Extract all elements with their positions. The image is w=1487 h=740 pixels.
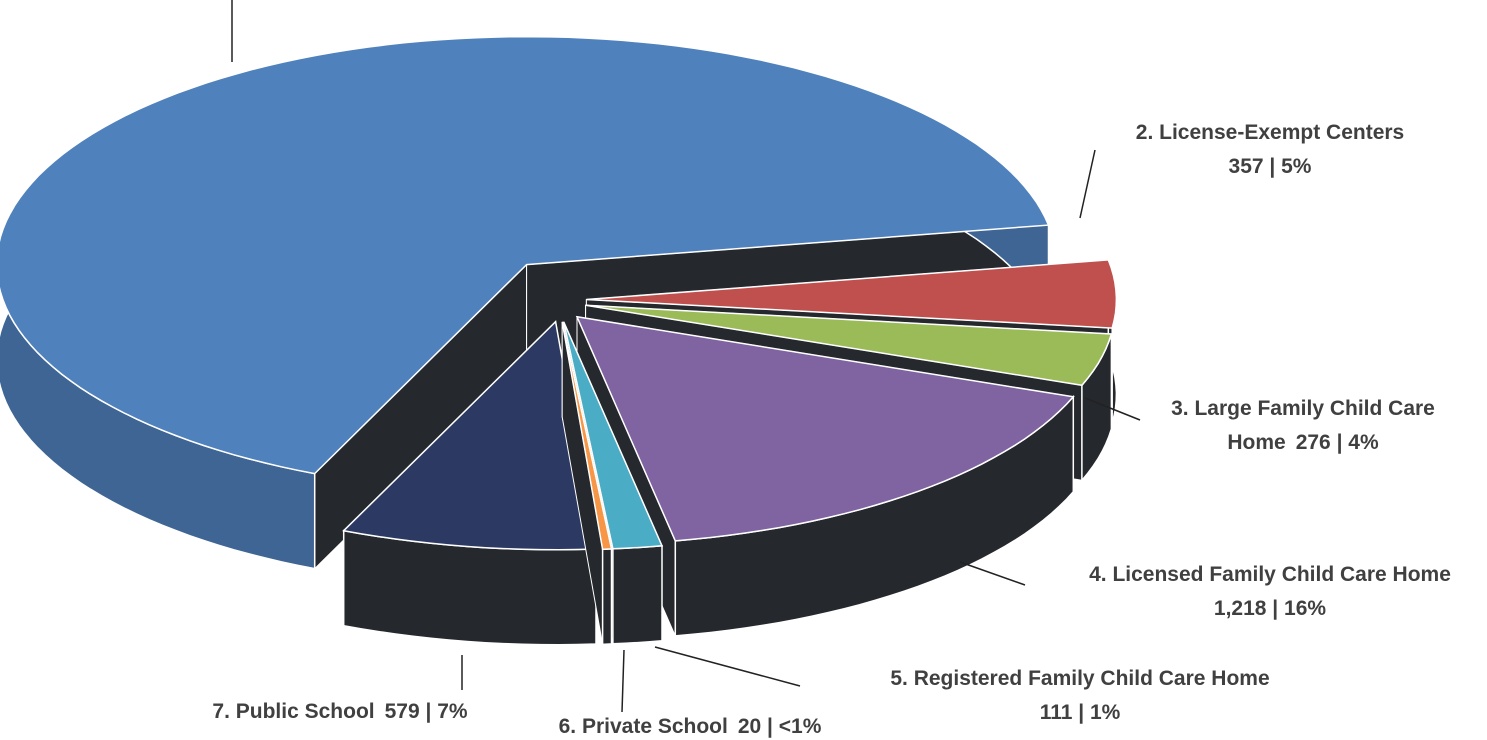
slice-label: 2. License-Exempt Centers 357 | 5% — [1120, 116, 1420, 184]
slice-top — [562, 321, 664, 550]
slice-top — [0, 35, 1050, 475]
slice-wall — [601, 548, 613, 646]
value-label: 276 | 4% — [1295, 431, 1379, 454]
value-label: 20 | <1% — [737, 715, 822, 738]
slice-top — [561, 321, 613, 551]
leader-line — [1079, 149, 1096, 219]
slice-label: 4. Licensed Family Child Care Home 1,218 … — [1080, 558, 1460, 626]
leader-line — [654, 646, 801, 687]
leader-line — [1084, 397, 1141, 421]
category-label: 7. Public School — [212, 700, 375, 723]
slice — [561, 321, 613, 646]
slice-wall — [612, 544, 663, 645]
slice-label: 3. Large Family Child Care Home 276 | 4% — [1158, 392, 1448, 460]
leader-line — [621, 649, 625, 713]
value-label: 1,218 | 16% — [1213, 597, 1327, 620]
slice-top — [586, 259, 1118, 329]
leader-line — [959, 561, 1026, 586]
slice-label: 5. Registered Family Child Care Home 111 … — [860, 662, 1300, 730]
category-label: 3. Large Family Child Care Home — [1171, 397, 1435, 454]
slice-label: 6. Private School 20 | <1% — [490, 710, 890, 740]
slice-label: 7. Public School 579 | 7% — [150, 695, 530, 729]
category-label: 6. Private School — [558, 715, 728, 738]
slice — [342, 320, 597, 646]
slice — [575, 315, 1075, 637]
slice-top — [585, 304, 1113, 387]
slice-top — [342, 320, 597, 551]
category-label: 5. Registered Family Child Care Home — [890, 667, 1270, 690]
slice-top — [575, 315, 1075, 542]
category-label: 4. Licensed Family Child Care Home — [1089, 563, 1451, 586]
value-label: 357 | 5% — [1228, 155, 1312, 178]
value-label: 579 | 7% — [384, 700, 468, 723]
value-label: 111 | 1% — [1039, 701, 1121, 724]
category-label: 2. License-Exempt Centers — [1135, 121, 1405, 144]
